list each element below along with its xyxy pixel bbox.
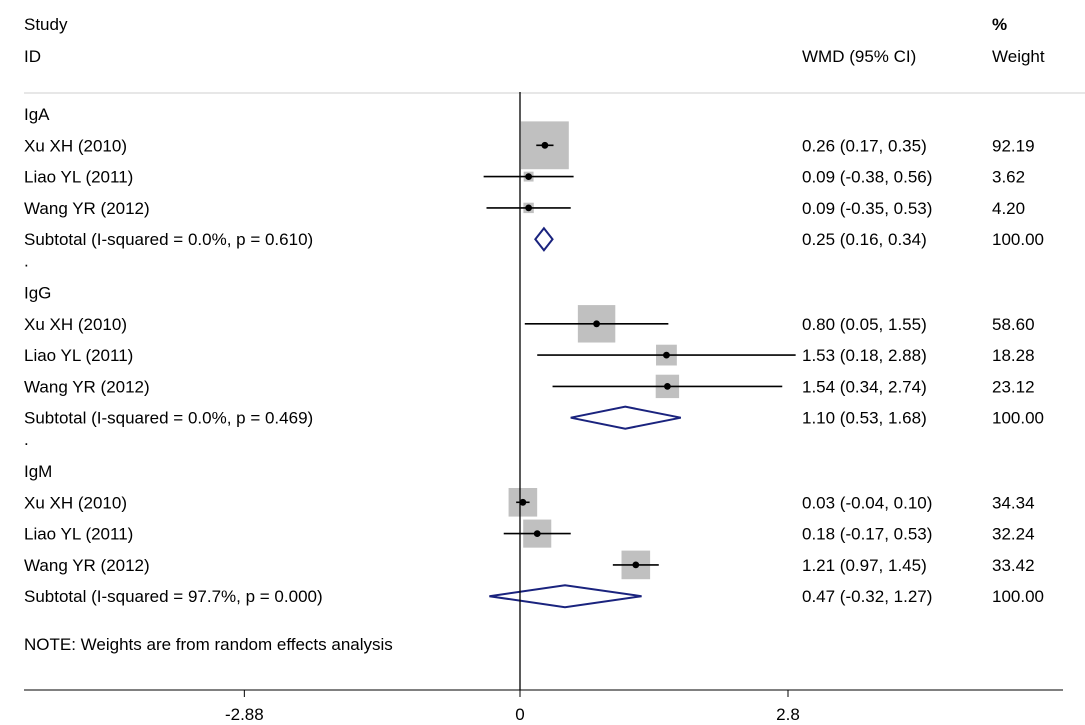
x-tick-label: 0 — [515, 705, 524, 724]
table-text: IgA Xu XH (2010) 0.26 (0.17, 0.35) 92.19 Lia… — [24, 105, 1044, 654]
study-label: Wang YR (2012) — [24, 199, 150, 218]
point-estimate — [525, 173, 533, 181]
ci-text: 0.18 (-0.17, 0.53) — [802, 525, 932, 544]
subtotal-label: Subtotal (I-squared = 97.7%, p = 0.000) — [24, 587, 323, 606]
subtotal-diamond — [489, 584, 642, 609]
header-study: Study — [24, 15, 68, 34]
ci-text: 1.53 (0.18, 2.88) — [802, 346, 927, 365]
point-estimate — [593, 320, 600, 328]
subtotal-label: Subtotal (I-squared = 0.0%, p = 0.610) — [24, 230, 313, 249]
weight-text: 58.60 — [992, 315, 1035, 334]
subtotal-weight-text: 100.00 — [992, 587, 1044, 606]
group-label: IgM — [24, 462, 52, 481]
x-tick-label: -2.88 — [225, 705, 264, 724]
ci-text: 0.09 (-0.38, 0.56) — [802, 168, 932, 187]
study-label: Xu XH (2010) — [24, 315, 127, 334]
weight-text: 33.42 — [992, 556, 1035, 575]
subtotal-ci-text: 1.10 (0.53, 1.68) — [802, 409, 927, 428]
plot-area — [483, 92, 796, 690]
subtotal-weight-text: 100.00 — [992, 409, 1044, 428]
study-label: Xu XH (2010) — [24, 136, 127, 155]
x-ticks: -2.88 0 2.8 — [225, 690, 800, 724]
study-label: Wang YR (2012) — [24, 556, 150, 575]
header-wmd: WMD (95% CI) — [802, 47, 916, 66]
study-label: Liao YL (2011) — [24, 525, 133, 544]
study-label: Liao YL (2011) — [24, 168, 133, 187]
study-label: Liao YL (2011) — [24, 346, 133, 365]
weight-text: 92.19 — [992, 136, 1035, 155]
ci-text: 0.09 (-0.35, 0.53) — [802, 199, 932, 218]
ci-text: 0.26 (0.17, 0.35) — [802, 136, 927, 155]
header-id: ID — [24, 47, 41, 66]
group-label: IgG — [24, 284, 51, 303]
point-estimate — [632, 561, 640, 569]
point-estimate — [525, 204, 533, 212]
weight-text: 18.28 — [992, 346, 1035, 365]
subtotal-label: Subtotal (I-squared = 0.0%, p = 0.469) — [24, 409, 313, 428]
spacer-dot: . — [24, 430, 29, 449]
weight-text: 4.20 — [992, 199, 1025, 218]
ci-text: 1.54 (0.34, 2.74) — [802, 377, 927, 396]
weight-text: 32.24 — [992, 525, 1035, 544]
point-estimate — [519, 498, 527, 506]
point-estimate — [664, 383, 671, 390]
group-label: IgA — [24, 105, 50, 124]
ci-text: 0.03 (-0.04, 0.10) — [802, 493, 932, 512]
ci-text: 0.80 (0.05, 1.55) — [802, 315, 927, 334]
study-label: Xu XH (2010) — [24, 493, 127, 512]
weight-text: 3.62 — [992, 168, 1025, 187]
weight-text: 23.12 — [992, 377, 1035, 396]
weight-text: 34.34 — [992, 493, 1035, 512]
subtotal-ci-text: 0.25 (0.16, 0.34) — [802, 230, 927, 249]
subtotal-ci-text: 0.47 (-0.32, 1.27) — [802, 587, 932, 606]
x-tick-label: 2.8 — [776, 705, 800, 724]
spacer-dot: . — [24, 252, 29, 271]
subtotal-diamond — [570, 405, 681, 430]
ci-text: 1.21 (0.97, 1.45) — [802, 556, 927, 575]
subtotal-diamond — [534, 226, 554, 252]
subtotal-weight-text: 100.00 — [992, 230, 1044, 249]
note-text: NOTE: Weights are from random effects an… — [24, 635, 393, 654]
point-estimate — [533, 530, 541, 537]
header-percent: % — [992, 15, 1007, 34]
header-weight: Weight — [992, 47, 1045, 66]
point-estimate — [663, 351, 670, 359]
point-estimate — [541, 141, 549, 149]
study-label: Wang YR (2012) — [24, 377, 150, 396]
